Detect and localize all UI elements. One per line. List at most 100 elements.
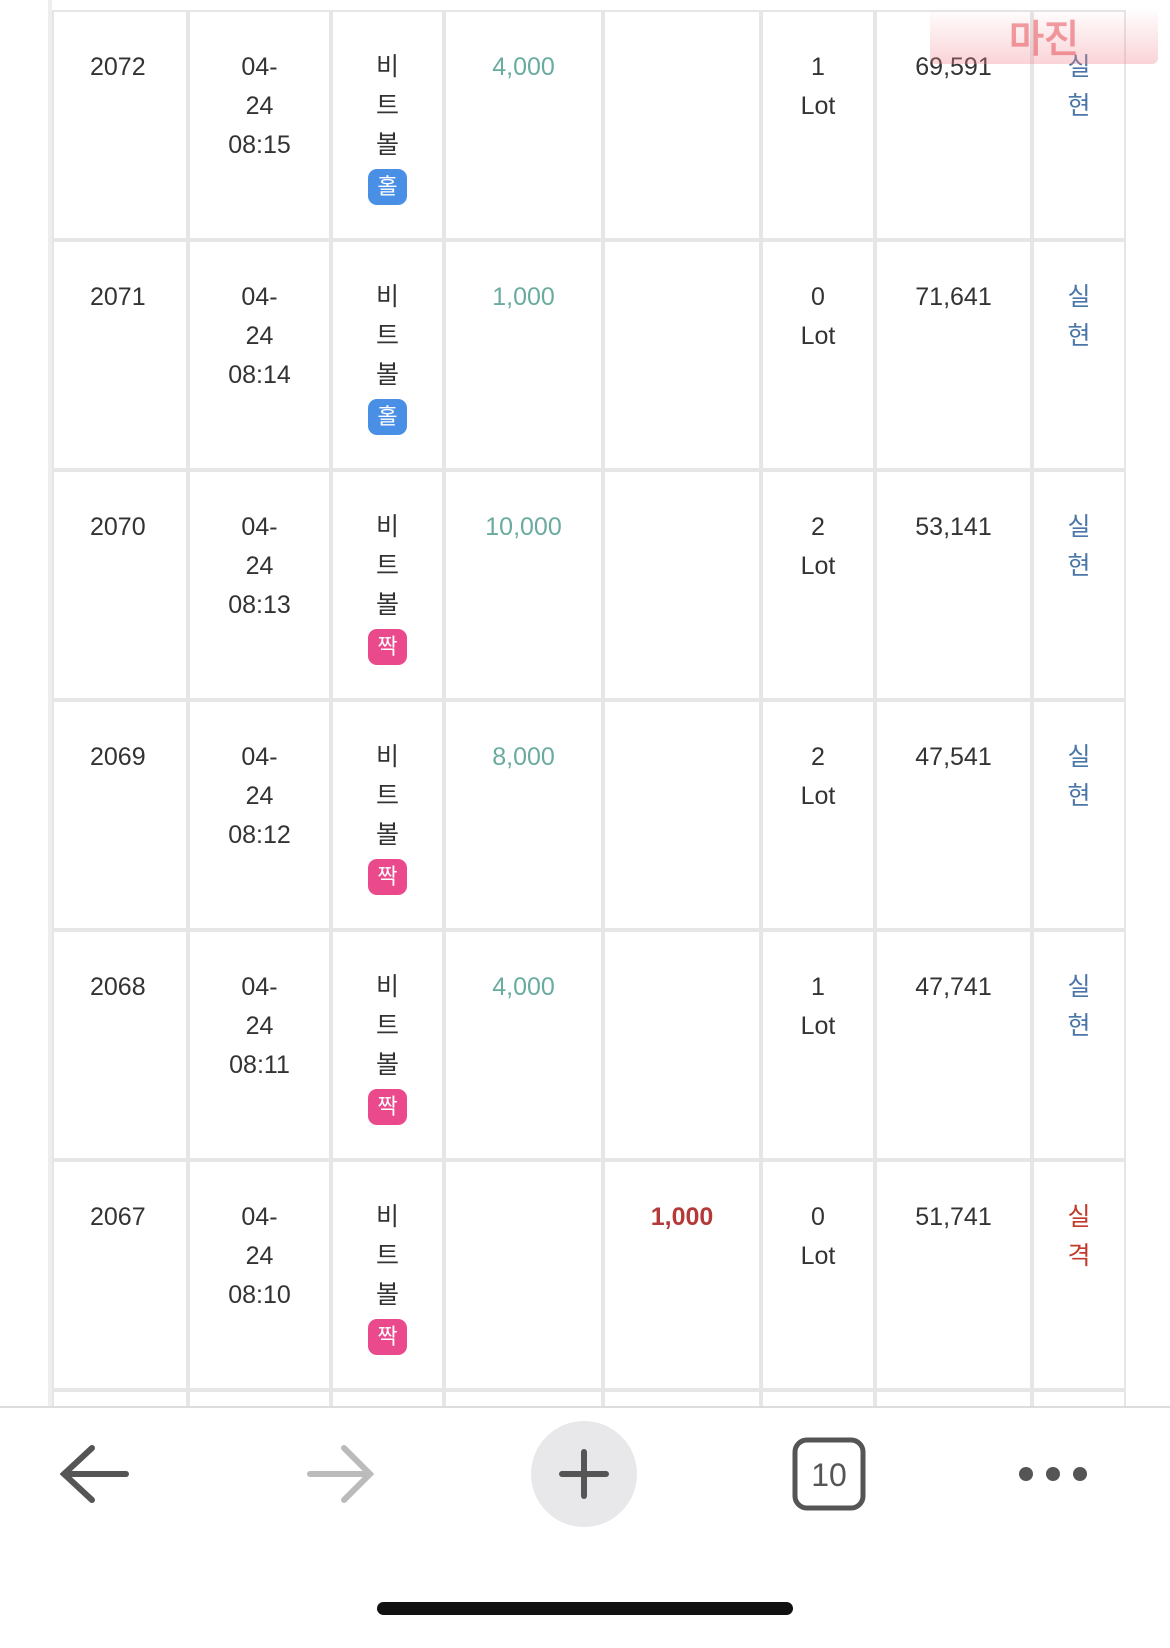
table-cell: 2071 bbox=[52, 240, 188, 470]
game-name: 비트볼 bbox=[375, 283, 399, 389]
more-button[interactable] bbox=[1019, 1467, 1087, 1481]
table-cell bbox=[603, 930, 761, 1160]
table-cell bbox=[444, 1390, 603, 1407]
table-cell: 비트볼 짝 bbox=[331, 470, 444, 700]
game-badge: 홀 bbox=[368, 169, 407, 205]
home-indicator bbox=[377, 1602, 793, 1615]
back-button[interactable] bbox=[59, 1445, 129, 1503]
table-cell: 04- 24 08:12 bbox=[188, 700, 331, 930]
history-table: 2072 04- 24 08:15 비트볼 홀 4,000 1 Lot 69,591 실현 2071 0… bbox=[48, 0, 1126, 1407]
table-cell: 69,591 bbox=[875, 10, 1032, 240]
date-part: 04- bbox=[241, 973, 278, 1001]
table-cell: 4,000 bbox=[444, 930, 603, 1160]
lot-part: 1 bbox=[811, 53, 825, 81]
table-cell: 2069 bbox=[52, 700, 188, 930]
date-part: 08:12 bbox=[228, 821, 291, 849]
win-amount: 8,000 bbox=[492, 743, 555, 771]
table-cell: 04- 24 08:14 bbox=[188, 240, 331, 470]
table-cell: 04- 24 08:15 bbox=[188, 10, 331, 240]
lot-part: Lot bbox=[800, 552, 836, 580]
table-cell: 2 Lot bbox=[761, 700, 875, 930]
lot-part: Lot bbox=[800, 1012, 836, 1040]
new-tab-button[interactable] bbox=[531, 1421, 637, 1527]
table-cell: 04- 24 08:10 bbox=[188, 1160, 331, 1390]
table-cell: 1 Lot bbox=[761, 930, 875, 1160]
game-name: 비트볼 bbox=[375, 53, 399, 159]
table-cell: 실격 bbox=[1032, 1160, 1126, 1390]
balance: 47,541 bbox=[915, 743, 992, 771]
date-part: 04- bbox=[241, 513, 278, 541]
date-part: 04- bbox=[241, 743, 278, 771]
table-cell: 4,000 bbox=[444, 10, 603, 240]
table-cell bbox=[875, 1390, 1032, 1407]
table-cell bbox=[444, 1160, 603, 1390]
tab-count: 10 bbox=[811, 1457, 847, 1493]
left-rule bbox=[48, 0, 52, 1407]
table-cell bbox=[603, 470, 761, 700]
lot-part: 0 bbox=[811, 283, 825, 311]
game-badge: 짝 bbox=[368, 629, 407, 665]
table-cell bbox=[603, 700, 761, 930]
tabs-button[interactable]: 10 bbox=[792, 1437, 866, 1511]
date-part: 24 bbox=[245, 552, 274, 580]
table-cell bbox=[603, 1390, 761, 1407]
table-cell: 2068 bbox=[52, 930, 188, 1160]
loss-amount: 1,000 bbox=[650, 1203, 714, 1231]
forward-button[interactable] bbox=[307, 1445, 375, 1503]
win-amount: 4,000 bbox=[492, 53, 555, 81]
table-cell: 0 Lot bbox=[761, 1160, 875, 1390]
win-amount: 4,000 bbox=[492, 973, 555, 1001]
balance: 51,741 bbox=[915, 1203, 992, 1231]
date-part: 04- bbox=[241, 1203, 278, 1231]
date-part: 08:10 bbox=[228, 1281, 291, 1309]
date-part: 04- bbox=[241, 53, 278, 81]
table-cell: 1 Lot bbox=[761, 10, 875, 240]
table-cell: 실현 bbox=[1032, 10, 1126, 240]
win-amount: 10,000 bbox=[485, 513, 562, 541]
table-cell: 8,000 bbox=[444, 700, 603, 930]
table-cell: 1,000 bbox=[444, 240, 603, 470]
row-number: 2068 bbox=[90, 973, 146, 1001]
table-cell: 실현 bbox=[1032, 700, 1126, 930]
lot-part: Lot bbox=[800, 1242, 836, 1270]
table-cell: 71,641 bbox=[875, 240, 1032, 470]
date-part: 24 bbox=[245, 322, 274, 350]
result: 실현 bbox=[1067, 53, 1091, 120]
table-cell bbox=[52, 1390, 188, 1407]
table-cell: 비트볼 짝 bbox=[331, 930, 444, 1160]
lot-part: 1 bbox=[811, 973, 825, 1001]
game-name: 비트볼 bbox=[375, 1203, 399, 1309]
lot-part: 0 bbox=[811, 1203, 825, 1231]
table-cell: 비트볼 짝 bbox=[331, 700, 444, 930]
row-number: 2069 bbox=[90, 743, 146, 771]
game-name: 비트볼 bbox=[375, 973, 399, 1079]
lot-part: Lot bbox=[800, 322, 836, 350]
table-cell: 2 Lot bbox=[761, 470, 875, 700]
table-cell: 51,741 bbox=[875, 1160, 1032, 1390]
table-cell: 10,000 bbox=[444, 470, 603, 700]
row-number: 2072 bbox=[90, 53, 146, 81]
table-cell: 47,541 bbox=[875, 700, 1032, 930]
game-badge: 짝 bbox=[368, 859, 407, 895]
result: 실현 bbox=[1067, 513, 1091, 580]
win-amount: 1,000 bbox=[492, 283, 555, 311]
game-badge: 홀 bbox=[368, 399, 407, 435]
balance: 71,641 bbox=[915, 283, 992, 311]
table-cell bbox=[331, 1390, 444, 1407]
table-cell: 2070 bbox=[52, 470, 188, 700]
balance: 69,591 bbox=[915, 53, 992, 81]
table-cell: 2072 bbox=[52, 10, 188, 240]
watermark: 마진 bbox=[930, 8, 1158, 64]
table-cell bbox=[1032, 1390, 1126, 1407]
row-number: 2070 bbox=[90, 513, 146, 541]
lot-part: Lot bbox=[800, 782, 836, 810]
game-badge: 짝 bbox=[368, 1319, 407, 1355]
balance: 53,141 bbox=[915, 513, 992, 541]
row-number: 2067 bbox=[90, 1203, 146, 1231]
lot-part: 2 bbox=[811, 743, 825, 771]
table-cell: 0 Lot bbox=[761, 240, 875, 470]
table-cell: 실현 bbox=[1032, 470, 1126, 700]
